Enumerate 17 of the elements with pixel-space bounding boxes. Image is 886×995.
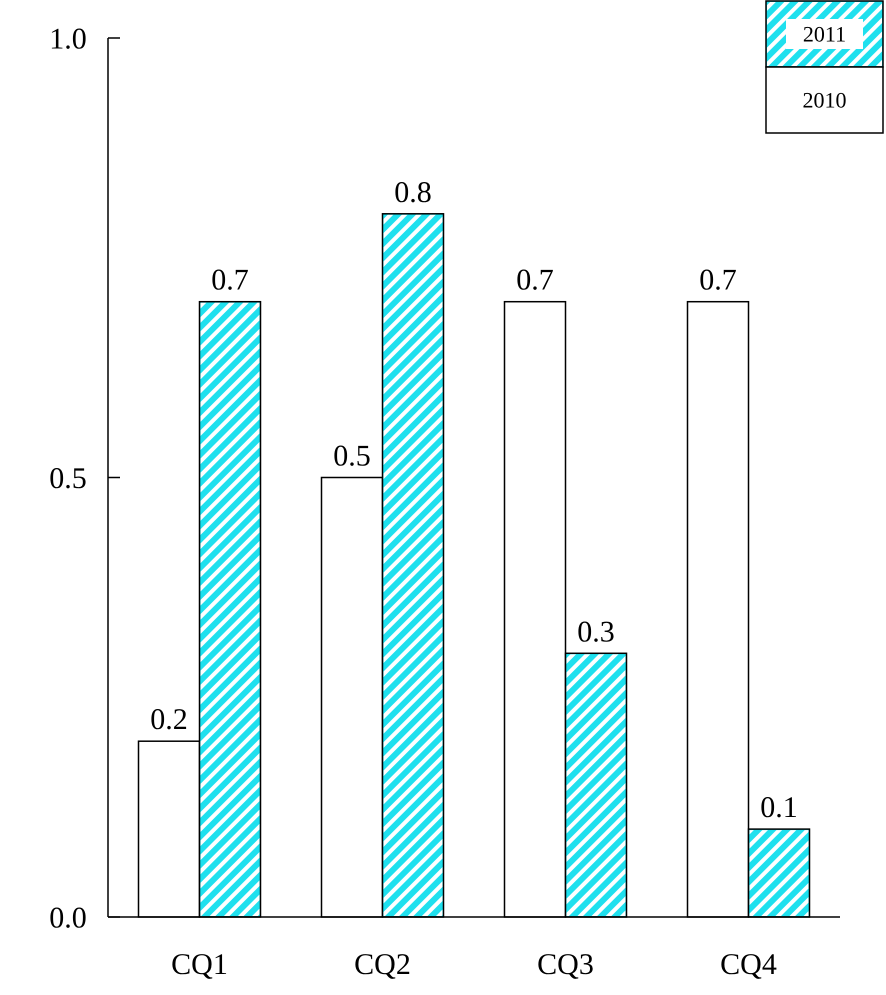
data-label: 0.7 <box>516 264 554 297</box>
data-label: 0.3 <box>577 615 615 648</box>
text: 2010 <box>802 88 846 113</box>
data-label: 0.2 <box>150 703 188 736</box>
data-label: 0.1 <box>760 791 798 824</box>
data-label: 0.7 <box>211 264 249 297</box>
y-tick-label: 0.0 <box>49 902 87 934</box>
data-label: 0.5 <box>333 440 371 472</box>
x-tick-label: CQ3 <box>537 948 594 981</box>
x-tick-label: CQ4 <box>720 948 777 981</box>
x-tick-label: CQ1 <box>171 948 228 981</box>
y-tick-label: 0.5 <box>49 462 87 495</box>
x-tick-label: CQ2 <box>354 948 411 981</box>
text: 2011 <box>802 22 846 47</box>
data-label: 0.7 <box>699 264 737 297</box>
y-tick-label: 1.0 <box>49 22 87 56</box>
data-label: 0.8 <box>394 176 432 209</box>
